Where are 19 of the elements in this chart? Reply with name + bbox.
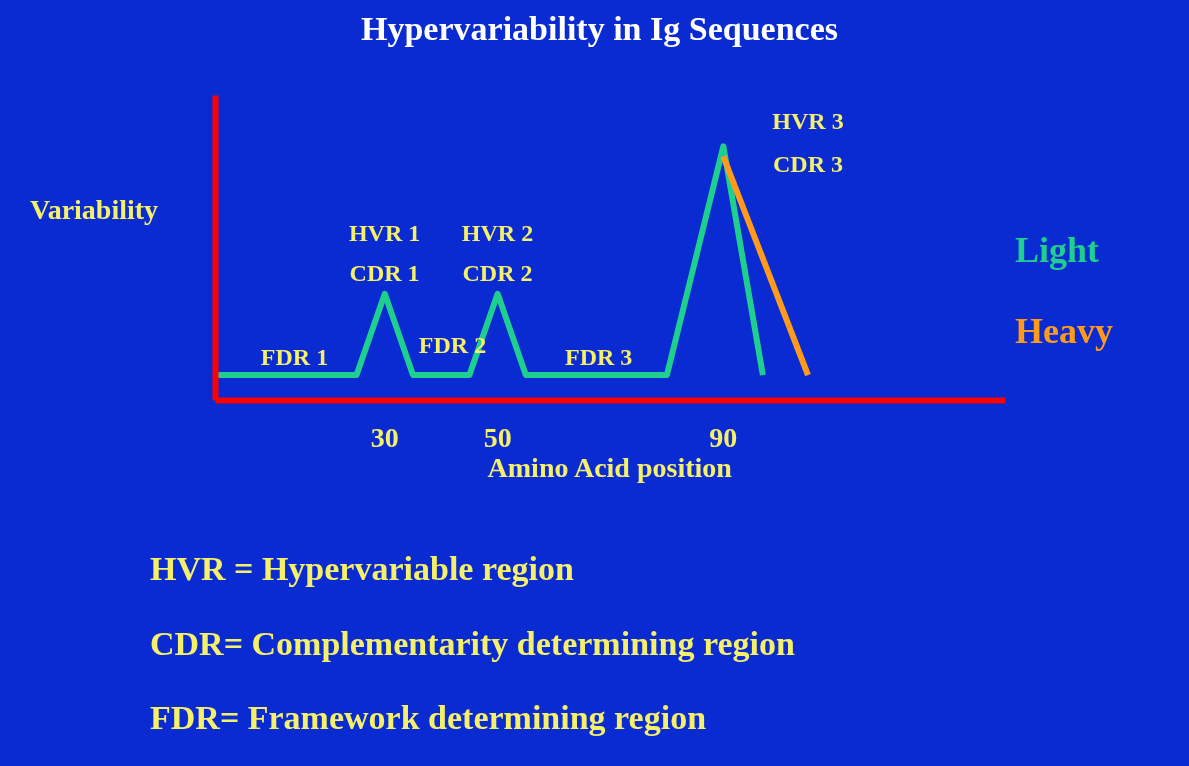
y-axis-title: Variability [30, 193, 159, 227]
text: Light [1015, 229, 1101, 272]
annotation: FDR 3 [564, 344, 633, 371]
text: FDR= Framework determining region [150, 698, 708, 739]
annotation: HVR 1 [348, 219, 421, 246]
annotation: FDR 1 [260, 344, 329, 371]
chart-title: Hypervariability in Ig Sequences [361, 9, 838, 49]
annotation: HVR 2 [461, 219, 534, 246]
x-axis-title: Amino Acid position [487, 451, 733, 483]
x-tick-label: 50 [483, 421, 512, 453]
text: CDR= Complementarity determining region [150, 623, 795, 664]
x-tick-label: 30 [370, 421, 399, 453]
annotation: CDR 3 [773, 151, 843, 178]
text: Heavy [1015, 310, 1113, 354]
text: HVR = Hypervariable region [150, 549, 575, 589]
text: HVR 3 [772, 107, 844, 134]
x-tick-label: 90 [709, 421, 738, 453]
annotation: CDR 1 [349, 260, 420, 287]
annotation: CDR 2 [462, 260, 533, 287]
